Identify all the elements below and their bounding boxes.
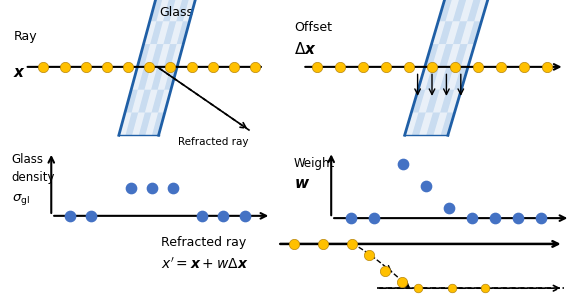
Polygon shape	[433, 112, 448, 135]
Text: $\boldsymbol{x'} = \boldsymbol{x} + w\Delta\boldsymbol{x}$: $\boldsymbol{x'} = \boldsymbol{x} + w\De…	[161, 257, 249, 272]
Point	[427, 64, 437, 69]
Polygon shape	[447, 67, 461, 90]
Point	[514, 216, 523, 221]
Point	[81, 64, 90, 69]
Polygon shape	[170, 44, 183, 67]
Text: $\Delta\boldsymbol{x}$: $\Delta\boldsymbol{x}$	[294, 41, 316, 57]
Polygon shape	[119, 112, 132, 135]
Point	[347, 216, 356, 221]
Point	[147, 186, 157, 191]
Polygon shape	[145, 112, 158, 135]
Point	[289, 241, 298, 246]
Polygon shape	[183, 0, 196, 21]
Point	[166, 64, 175, 69]
Point	[187, 64, 196, 69]
Point	[397, 279, 407, 284]
Point	[145, 64, 154, 69]
Point	[123, 64, 132, 69]
Point	[468, 216, 477, 221]
Polygon shape	[461, 44, 475, 67]
Polygon shape	[170, 21, 183, 44]
Point	[86, 213, 96, 218]
Point	[240, 213, 249, 218]
Text: $\boldsymbol{w}$: $\boldsymbol{w}$	[294, 176, 310, 191]
Point	[209, 64, 218, 69]
Text: Ray: Ray	[14, 30, 38, 43]
Point	[229, 64, 238, 69]
Text: Refracted ray: Refracted ray	[161, 236, 247, 249]
Point	[381, 268, 390, 273]
Text: Glass: Glass	[159, 6, 193, 19]
Point	[370, 216, 379, 221]
Point	[404, 64, 414, 69]
Point	[491, 216, 500, 221]
Point	[364, 253, 373, 257]
Text: Refracted ray: Refracted ray	[179, 137, 249, 147]
Polygon shape	[460, 0, 473, 21]
Point	[219, 213, 228, 218]
Polygon shape	[131, 67, 144, 90]
Polygon shape	[144, 44, 157, 67]
Point	[169, 186, 178, 191]
Polygon shape	[169, 0, 183, 21]
Text: Weight: Weight	[294, 157, 335, 170]
Point	[399, 161, 408, 166]
Text: density: density	[12, 171, 55, 184]
Point	[543, 64, 552, 69]
Polygon shape	[460, 21, 474, 44]
Point	[60, 64, 69, 69]
Point	[537, 216, 546, 221]
Point	[251, 64, 260, 69]
Polygon shape	[119, 0, 196, 135]
Polygon shape	[404, 0, 488, 135]
Text: $\boldsymbol{x}$: $\boldsymbol{x}$	[13, 65, 26, 81]
Point	[319, 241, 328, 246]
Polygon shape	[419, 112, 433, 135]
Polygon shape	[157, 21, 169, 44]
Point	[381, 64, 391, 69]
Polygon shape	[132, 112, 145, 135]
Polygon shape	[433, 90, 447, 112]
Text: Glass: Glass	[12, 153, 44, 166]
Point	[198, 213, 207, 218]
Polygon shape	[156, 0, 169, 21]
Polygon shape	[445, 0, 460, 21]
Polygon shape	[145, 67, 157, 90]
Point	[450, 64, 460, 69]
Polygon shape	[446, 44, 460, 67]
Point	[520, 64, 529, 69]
Point	[445, 206, 454, 211]
Point	[347, 241, 357, 246]
Polygon shape	[431, 21, 445, 44]
Polygon shape	[145, 90, 158, 112]
Polygon shape	[158, 67, 170, 90]
Polygon shape	[132, 90, 145, 112]
Point	[126, 186, 135, 191]
Polygon shape	[418, 67, 432, 90]
Polygon shape	[432, 44, 446, 67]
Polygon shape	[419, 90, 433, 112]
Point	[312, 64, 321, 69]
Point	[473, 64, 483, 69]
Point	[335, 64, 344, 69]
Polygon shape	[143, 21, 156, 44]
Point	[497, 64, 506, 69]
Point	[65, 213, 74, 218]
Point	[39, 64, 48, 69]
Point	[358, 64, 367, 69]
Point	[103, 64, 112, 69]
Polygon shape	[433, 67, 446, 90]
Polygon shape	[157, 44, 170, 67]
Text: $\sigma_\mathrm{gl}$: $\sigma_\mathrm{gl}$	[12, 192, 29, 207]
Text: Offset: Offset	[294, 21, 332, 34]
Polygon shape	[158, 90, 171, 112]
Point	[480, 286, 490, 291]
Point	[447, 286, 456, 291]
Point	[422, 184, 431, 188]
Point	[414, 286, 423, 291]
Polygon shape	[404, 112, 419, 135]
Polygon shape	[448, 90, 461, 112]
Polygon shape	[446, 21, 460, 44]
Polygon shape	[474, 0, 488, 21]
